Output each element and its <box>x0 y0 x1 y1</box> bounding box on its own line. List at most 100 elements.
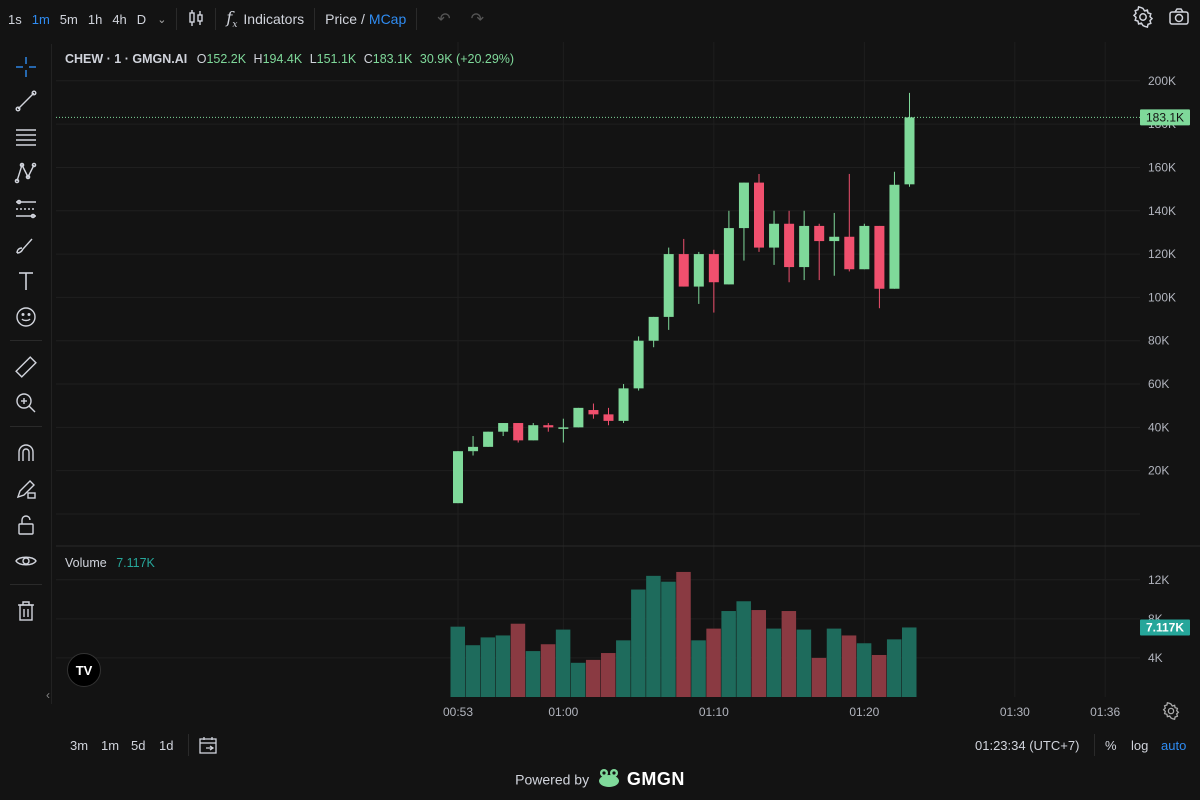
timeframe-1m[interactable]: 1m <box>31 11 50 27</box>
price-tick-label: 80K <box>1148 334 1169 348</box>
volume-bar <box>856 643 872 697</box>
volume-bar <box>871 654 887 697</box>
calendar-icon[interactable] <box>198 735 218 758</box>
auto-scale-button[interactable]: auto <box>1161 738 1187 753</box>
candle-body <box>573 407 584 428</box>
volume-legend: Volume 7.117K <box>65 556 155 570</box>
powered-by-label: Powered by <box>515 771 590 788</box>
price-tick-label: 200K <box>1148 74 1176 88</box>
candle-body <box>453 451 463 504</box>
zoom-in-icon[interactable] <box>13 390 39 416</box>
candle-body <box>708 254 719 283</box>
frog-logo-icon <box>597 768 621 791</box>
candle-body <box>678 254 689 287</box>
tradingview-logo[interactable]: TV <box>67 653 101 687</box>
lock-drawing-icon[interactable] <box>13 476 39 502</box>
price-mcap-toggle[interactable]: Price / MCap <box>325 11 406 27</box>
price-tick-label: 20K <box>1148 464 1169 478</box>
clock[interactable]: 01:23:34 (UTC+7) <box>975 738 1080 753</box>
divider <box>314 8 316 30</box>
pattern-icon[interactable] <box>13 160 39 186</box>
symbol-title[interactable]: CHEW · 1 · GMGN.AI <box>65 52 188 66</box>
price-tick-label: 60K <box>1148 377 1169 391</box>
volume-bar <box>781 611 797 697</box>
mcap-option[interactable]: MCap <box>368 11 407 27</box>
range-5d[interactable]: 5d <box>131 738 146 753</box>
brush-icon[interactable] <box>13 232 39 258</box>
candle-body <box>528 425 539 441</box>
candle-body <box>874 225 885 289</box>
candle-body <box>588 410 599 415</box>
grid <box>56 42 1200 697</box>
redo-icon[interactable]: ↷ <box>470 11 485 28</box>
log-scale-button[interactable]: log <box>1131 738 1149 753</box>
range-1m[interactable]: 1m <box>101 738 120 753</box>
indicators-button[interactable]: fx Indicators <box>226 8 304 30</box>
ruler-icon[interactable] <box>13 354 39 380</box>
camera-icon[interactable] <box>1168 6 1190 31</box>
price-option[interactable]: Price <box>325 11 358 27</box>
volume-bar <box>450 626 465 697</box>
price-tick-label: 140K <box>1148 204 1176 218</box>
divider <box>215 8 217 30</box>
timeframe-1s[interactable]: 1s <box>8 11 22 27</box>
trash-icon[interactable] <box>13 598 39 624</box>
horizontal-lines-icon[interactable] <box>13 124 39 150</box>
fib-tool-icon[interactable] <box>13 196 39 222</box>
candle-body <box>558 427 569 429</box>
divider <box>10 584 42 585</box>
chevron-down-icon[interactable]: ⌄ <box>157 13 167 26</box>
volume-bar <box>751 610 766 697</box>
candle-body <box>799 225 810 268</box>
volume-bar <box>525 651 541 697</box>
candle-body <box>723 228 734 285</box>
text-icon[interactable] <box>13 268 39 294</box>
volume-value: 7.117K <box>116 556 155 570</box>
volume-bar <box>661 581 676 697</box>
chevron-left-icon[interactable]: ‹ <box>46 688 50 702</box>
drawing-toolbar <box>0 44 52 704</box>
volume-bar <box>721 611 736 697</box>
last-volume-label: 7.117K <box>1146 620 1184 634</box>
gear-icon[interactable] <box>1132 5 1154 31</box>
volume-bar <box>555 629 571 697</box>
time-tick-label: 01:20 <box>849 705 879 719</box>
gmgn-brand[interactable]: GMGN <box>626 769 685 789</box>
range-1d[interactable]: 1d <box>159 738 174 753</box>
undo-icon[interactable]: ↶ <box>437 11 451 28</box>
ohlc-high: H194.4K <box>253 52 303 66</box>
ohlc-close: C183.1K <box>363 52 413 66</box>
volume-bar <box>841 635 857 697</box>
timeframe-5m[interactable]: 5m <box>59 11 78 27</box>
unlock-icon[interactable] <box>13 512 39 538</box>
function-icon: fx <box>226 7 238 31</box>
price-tick-label: 100K <box>1148 290 1176 304</box>
crosshair-icon[interactable] <box>13 54 39 80</box>
volume-bar <box>601 653 616 697</box>
volume-bar <box>796 629 812 697</box>
divider <box>1094 734 1095 756</box>
candle-body <box>543 425 554 428</box>
magnet-icon[interactable] <box>13 440 39 466</box>
timeframe-1h[interactable]: 1h <box>87 11 103 27</box>
time-tick-label: 01:36 <box>1090 705 1120 719</box>
timeframe-D[interactable]: D <box>136 11 147 27</box>
candle-body <box>603 414 614 421</box>
range-3m[interactable]: 3m <box>70 738 89 753</box>
bottom-bar: 3m 1m 5d 1d 01:23:34 (UTC+7) % log auto <box>0 730 1200 760</box>
volume-bar <box>736 601 751 697</box>
candle-body <box>904 117 915 185</box>
gear-icon[interactable] <box>1162 701 1180 723</box>
volume-label[interactable]: Volume <box>65 556 107 570</box>
percent-scale-button[interactable]: % <box>1105 738 1117 753</box>
candle-body <box>844 236 855 270</box>
emoji-icon[interactable] <box>13 304 39 330</box>
eye-icon[interactable] <box>13 548 39 574</box>
candles-icon[interactable] <box>187 9 205 30</box>
trend-line-icon[interactable] <box>13 88 39 114</box>
timeframe-4h[interactable]: 4h <box>112 11 127 27</box>
price-tick-label: 120K <box>1148 247 1176 261</box>
time-tick-label: 01:30 <box>1000 705 1030 719</box>
